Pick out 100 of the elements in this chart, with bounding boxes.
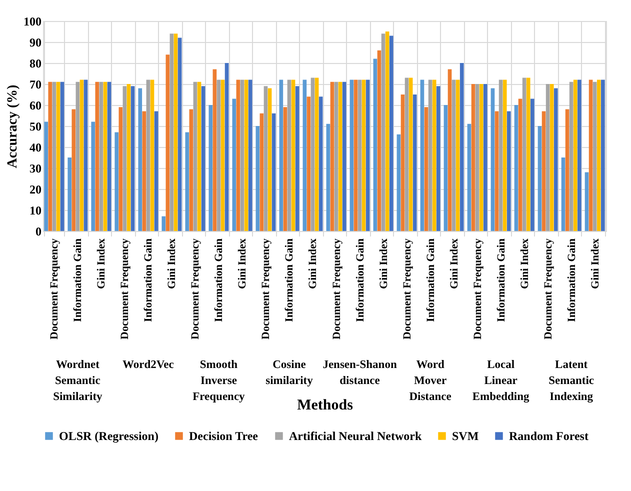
bar bbox=[99, 82, 104, 231]
bar bbox=[600, 80, 605, 231]
bar bbox=[114, 132, 119, 231]
bar bbox=[396, 134, 401, 231]
bar bbox=[122, 86, 127, 231]
bar bbox=[232, 98, 236, 231]
bar bbox=[577, 80, 582, 231]
x-tick-label: Gini Index bbox=[96, 238, 108, 289]
x-tick-label: Document Frequency bbox=[190, 238, 202, 340]
bar bbox=[103, 82, 108, 231]
bar bbox=[193, 82, 198, 231]
bar bbox=[448, 69, 452, 231]
bar bbox=[565, 109, 570, 231]
x-tick-label: Gini Index bbox=[378, 238, 390, 289]
bar bbox=[522, 78, 526, 231]
text: Word Mover Distance bbox=[409, 359, 452, 403]
x-tick-label: Document Frequency bbox=[472, 238, 484, 340]
bar bbox=[142, 111, 146, 231]
x-tick-label: Gini Index bbox=[448, 238, 460, 289]
bar bbox=[354, 80, 358, 231]
bar bbox=[208, 105, 213, 231]
y-tick-label: 0 bbox=[36, 224, 42, 238]
bar bbox=[48, 82, 52, 231]
bar bbox=[526, 78, 530, 231]
bar bbox=[302, 80, 307, 231]
bar bbox=[44, 122, 48, 231]
y-axis-title: Accuracy (%) bbox=[6, 84, 20, 168]
bar bbox=[373, 58, 378, 231]
bar bbox=[268, 88, 272, 231]
bar bbox=[561, 158, 566, 231]
bar bbox=[138, 88, 142, 231]
bar bbox=[475, 84, 480, 231]
bar bbox=[174, 34, 178, 231]
bar bbox=[350, 80, 354, 231]
text: Local Linear Embedding bbox=[472, 359, 530, 403]
bar bbox=[389, 36, 394, 231]
bar bbox=[502, 80, 507, 231]
y-tick-label: 100 bbox=[24, 14, 42, 28]
bar bbox=[80, 80, 84, 231]
text: Cosine similarity bbox=[266, 359, 314, 387]
bar bbox=[72, 109, 76, 231]
x-tick-label: Document Frequency bbox=[330, 238, 343, 340]
bar bbox=[256, 126, 260, 231]
bar bbox=[170, 34, 174, 231]
y-tick-label: 50 bbox=[30, 120, 42, 134]
bar bbox=[404, 78, 409, 231]
y-tick-label: 20 bbox=[30, 182, 42, 196]
bar bbox=[310, 78, 315, 231]
bar bbox=[342, 82, 346, 231]
bar bbox=[126, 84, 131, 231]
bar bbox=[201, 86, 206, 231]
x-tick-label: Information Gain bbox=[142, 238, 155, 322]
y-tick-label: 10 bbox=[30, 204, 42, 218]
bar bbox=[185, 132, 190, 231]
bar bbox=[530, 98, 534, 231]
y-tick-label: 60 bbox=[30, 98, 42, 112]
bar bbox=[287, 80, 292, 231]
bar bbox=[569, 82, 574, 231]
bar bbox=[166, 54, 170, 231]
x-tick-label: Information Gain bbox=[354, 238, 366, 322]
legend-label: Random Forest bbox=[509, 429, 588, 443]
text: Smooth Inverse Frequency bbox=[192, 359, 246, 403]
bar bbox=[279, 80, 284, 231]
bar bbox=[584, 172, 589, 231]
bar bbox=[236, 80, 240, 231]
x-tick-label: Information Gain bbox=[284, 238, 296, 322]
bar bbox=[130, 86, 135, 231]
x-tick-label: Document Frequency bbox=[260, 238, 272, 340]
bar bbox=[471, 84, 476, 231]
bar bbox=[76, 82, 80, 231]
bar bbox=[314, 78, 319, 231]
x-tick-label: Information Gain bbox=[424, 238, 437, 322]
bar bbox=[240, 80, 244, 231]
bar bbox=[506, 111, 511, 231]
x-axis-title: Methods bbox=[297, 397, 354, 414]
bar bbox=[146, 80, 150, 231]
bar bbox=[452, 80, 456, 231]
y-tick-label: 30 bbox=[30, 162, 42, 176]
x-tick-label: Information Gain bbox=[566, 238, 578, 322]
bar bbox=[490, 88, 495, 231]
bar bbox=[60, 82, 64, 231]
legend-label: Decision Tree bbox=[189, 429, 259, 443]
bar bbox=[381, 34, 386, 231]
x-tick-label: Gini Index bbox=[166, 238, 178, 289]
bar bbox=[412, 94, 417, 231]
y-tick-label: 40 bbox=[30, 140, 42, 154]
legend-label: Artificial Neural Network bbox=[289, 429, 422, 443]
bar bbox=[178, 38, 182, 231]
bar bbox=[424, 107, 428, 231]
bar bbox=[483, 84, 488, 231]
bar bbox=[498, 80, 503, 231]
x-tick-label: Gini Index bbox=[589, 238, 602, 289]
bar bbox=[91, 122, 96, 231]
bar bbox=[330, 82, 334, 231]
bar bbox=[244, 80, 248, 231]
bar bbox=[436, 86, 440, 231]
bar bbox=[362, 80, 366, 231]
bar bbox=[107, 82, 112, 231]
x-tick-label: Information Gain bbox=[213, 238, 226, 322]
x-tick-label: Document Frequency bbox=[542, 238, 554, 340]
